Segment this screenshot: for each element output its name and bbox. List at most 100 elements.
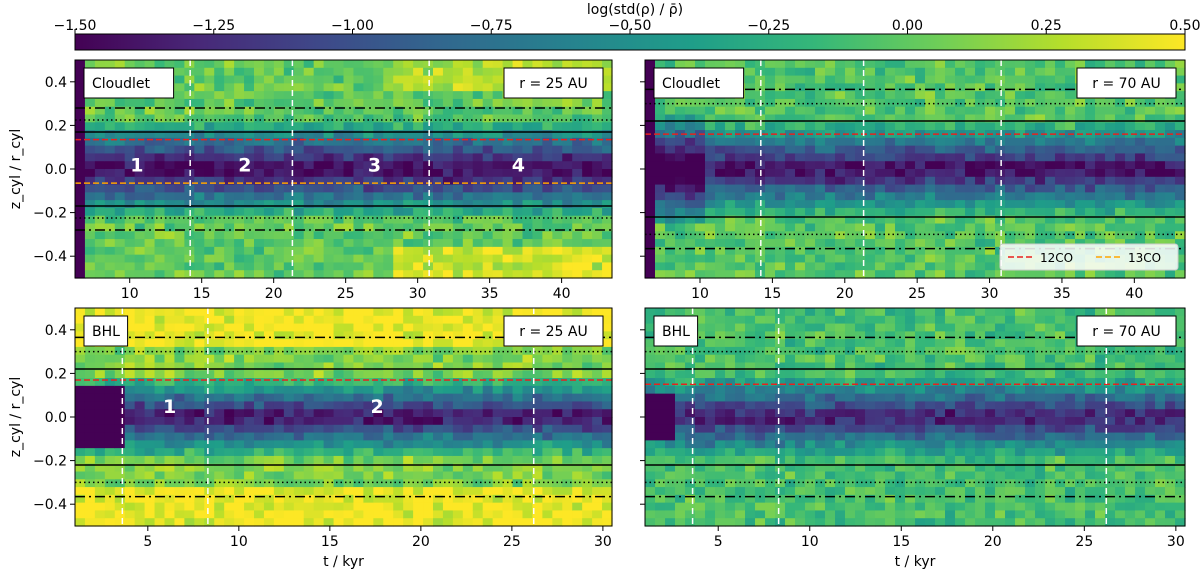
heatmap-cell <box>825 145 836 155</box>
heatmap-cell <box>975 184 986 193</box>
heatmap-cell <box>572 518 583 527</box>
heatmap-cell <box>462 239 474 248</box>
heatmap-cell <box>104 270 116 279</box>
heatmap-cell <box>164 518 176 527</box>
heatmap-cell <box>835 161 846 170</box>
heatmap-cell <box>452 215 464 225</box>
heatmap-cell <box>795 106 806 116</box>
heatmap-cell <box>1085 215 1096 225</box>
heatmap-cell <box>84 184 96 193</box>
heatmap-cell <box>224 169 235 178</box>
heatmap-cell <box>1055 192 1066 201</box>
heatmap-cell <box>224 223 235 232</box>
heatmap-cell <box>452 60 464 69</box>
heatmap-cell <box>234 169 245 178</box>
heatmap-cell <box>174 98 185 108</box>
heatmap-cell <box>925 145 936 155</box>
heatmap-cell <box>283 130 295 139</box>
heatmap-cell <box>965 169 976 178</box>
heatmap-cell <box>695 254 706 264</box>
heatmap-cell <box>204 161 215 170</box>
heatmap-cell <box>194 67 205 77</box>
legend-frame <box>999 243 1179 271</box>
heatmap-cell <box>144 362 156 371</box>
heatmap-cell <box>144 409 156 418</box>
heatmap-cell <box>423 200 434 209</box>
heatmap-cell <box>522 417 534 426</box>
heatmap-cell <box>433 215 444 225</box>
heatmap-cell <box>905 161 916 170</box>
heatmap-cell <box>442 502 454 512</box>
heatmap-cell <box>532 106 543 116</box>
heatmap-cell <box>602 518 613 527</box>
heatmap-cell <box>84 455 96 465</box>
heatmap-cell <box>75 308 86 317</box>
heatmap-cell <box>492 239 504 248</box>
heatmap-cell <box>323 463 335 473</box>
heatmap-cell <box>363 223 374 232</box>
heatmap-cell <box>895 223 906 232</box>
heatmap-cell <box>353 323 364 332</box>
heatmap-cell <box>124 184 136 193</box>
heatmap-cell <box>1135 153 1146 162</box>
heatmap-cell <box>75 432 86 441</box>
heatmap-cell <box>283 169 295 178</box>
heatmap-cell <box>164 122 176 131</box>
heatmap-cell <box>1175 192 1186 201</box>
heatmap-cell <box>715 161 726 170</box>
heatmap-cell <box>795 223 806 232</box>
heatmap-cell <box>745 200 756 209</box>
heatmap-cell <box>745 262 756 271</box>
heatmap-cell <box>234 161 245 170</box>
heatmap-cell <box>313 114 325 123</box>
heatmap-cell <box>174 315 185 325</box>
heatmap-cell <box>244 440 255 449</box>
heatmap-cell <box>94 440 106 449</box>
heatmap-cell <box>865 200 876 209</box>
heatmap-cell <box>705 455 716 465</box>
heatmap-cell <box>124 417 136 426</box>
heatmap-cell <box>373 106 384 116</box>
heatmap-cell <box>323 161 335 170</box>
heatmap-cell <box>492 192 504 201</box>
heatmap-cell <box>442 362 454 371</box>
heatmap-cell <box>413 122 424 131</box>
heatmap-cell <box>174 401 185 410</box>
heatmap-cell <box>482 239 494 248</box>
heatmap-cell <box>512 145 524 155</box>
heatmap-cell <box>393 91 404 100</box>
heatmap-cell <box>985 176 996 186</box>
heatmap-cell <box>785 91 796 100</box>
heatmap-cell <box>104 510 116 519</box>
heatmap-cell <box>373 60 384 69</box>
heatmap-cell <box>1085 161 1096 170</box>
legend: 12CO 13CO <box>999 243 1179 271</box>
heatmap-cell <box>403 130 414 139</box>
heatmap-cell <box>855 262 866 271</box>
heatmap-cell <box>552 487 563 496</box>
heatmap-cell <box>373 339 384 348</box>
heatmap-cell <box>403 424 414 434</box>
heatmap-cell <box>254 130 265 139</box>
heatmap-cell <box>263 98 275 108</box>
heatmap-cell <box>214 455 225 465</box>
heatmap-cell <box>194 176 205 186</box>
heatmap-cell <box>323 262 335 271</box>
heatmap-cell <box>224 137 235 147</box>
heatmap-cell <box>75 471 86 480</box>
heatmap-cell <box>323 200 335 209</box>
heatmap-cell <box>675 137 686 147</box>
heatmap-cell <box>244 239 255 248</box>
heatmap-cell <box>705 393 716 403</box>
heatmap-cell <box>775 231 786 240</box>
heatmap-cell <box>532 114 543 123</box>
heatmap-cell <box>865 192 876 201</box>
heatmap-cell <box>835 75 846 84</box>
heatmap-cell <box>224 106 235 116</box>
heatmap-cell <box>164 339 176 348</box>
heatmap-cell <box>865 184 876 193</box>
heatmap-cell <box>84 448 96 457</box>
heatmap-cell <box>124 385 136 395</box>
heatmap-cell <box>1095 161 1106 170</box>
heatmap-cell <box>915 91 926 100</box>
